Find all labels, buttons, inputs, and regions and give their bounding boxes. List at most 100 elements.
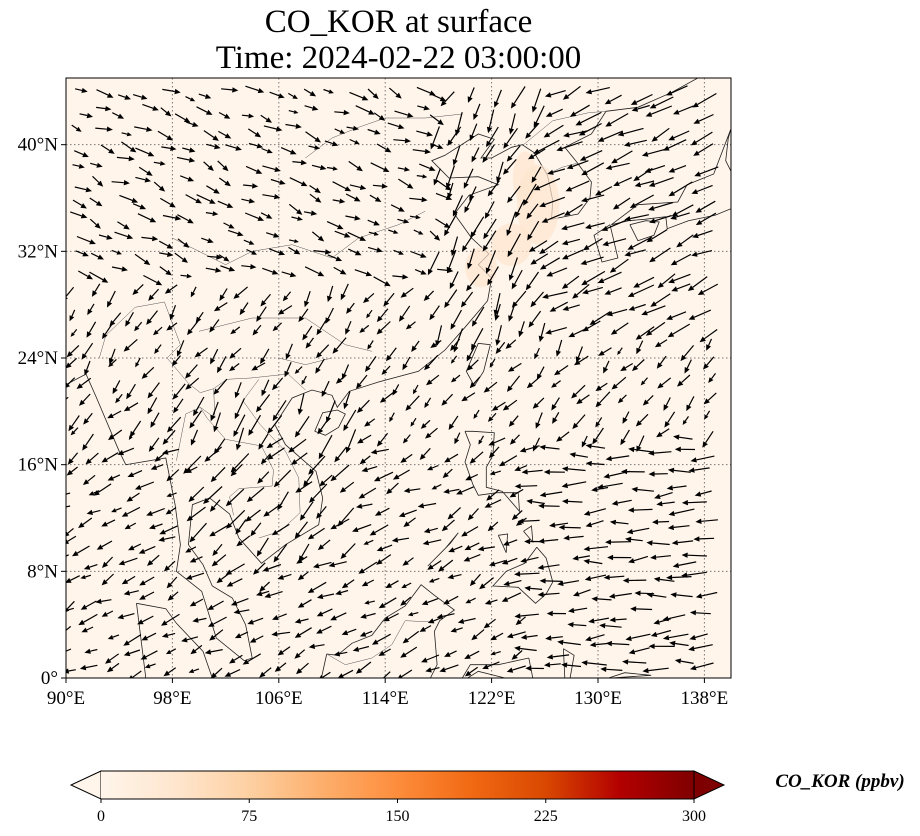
wind-arrow-head — [337, 673, 344, 678]
wind-arrow-head — [355, 668, 363, 674]
wind-arrow-shaft — [231, 578, 243, 585]
wind-arrow-shaft — [525, 445, 540, 451]
wind-arrow-head — [386, 354, 392, 362]
wind-arrow-head — [402, 363, 408, 371]
wind-arrow-head — [410, 421, 415, 427]
wind-arrow-shaft — [661, 273, 676, 285]
wind-arrow-shaft — [203, 161, 210, 168]
wind-arrow-head — [555, 350, 561, 357]
wind-arrow-shaft — [527, 469, 543, 473]
wind-arrow-shaft — [615, 150, 633, 161]
wind-arrow-head — [508, 315, 514, 322]
wind-arrow-head — [273, 232, 280, 238]
wind-arrow-shaft — [546, 212, 565, 221]
wind-arrow-shaft — [197, 617, 207, 621]
wind-arrow-shaft — [344, 481, 355, 490]
wind-arrow-shaft — [427, 354, 439, 367]
wind-arrow-shaft — [97, 483, 112, 493]
wind-arrow-head — [444, 457, 451, 463]
wind-arrow-head — [339, 129, 346, 134]
wind-arrow-shaft — [469, 542, 480, 548]
wind-arrow-shaft — [212, 401, 219, 416]
wind-arrow-shaft — [150, 382, 160, 395]
wind-arrow-head — [339, 487, 347, 493]
wind-arrow-head — [215, 267, 222, 273]
wind-arrow-head — [405, 324, 412, 330]
wind-arrow-shaft — [617, 499, 632, 504]
wind-arrow-shaft — [291, 216, 298, 220]
wind-arrow-shaft — [191, 506, 206, 519]
wind-arrow-shaft — [229, 509, 246, 526]
wind-arrow-shaft — [144, 545, 156, 552]
wind-arrow-head — [373, 476, 381, 482]
wind-arrow-head — [105, 658, 112, 664]
wind-arrow-head — [271, 269, 279, 275]
wind-arrow-head — [663, 145, 670, 151]
wind-arrow-head — [213, 425, 219, 433]
wind-arrow-head — [368, 109, 375, 115]
wind-arrow-head — [674, 658, 682, 664]
wind-arrow-shaft — [285, 291, 292, 298]
wind-arrow-head — [539, 444, 546, 450]
wind-arrow-head — [167, 251, 174, 257]
wind-arrow-shaft — [677, 540, 694, 544]
wind-arrow-shaft — [216, 378, 228, 391]
wind-arrow-head — [657, 382, 664, 389]
wind-arrow-head — [161, 632, 169, 638]
wind-arrow-head — [591, 486, 598, 492]
wind-arrow-shaft — [142, 103, 154, 109]
wind-arrow-head — [183, 467, 190, 474]
wind-arrow-head — [335, 377, 343, 384]
wind-arrow-shaft — [303, 375, 307, 382]
wind-arrow-head — [81, 627, 88, 633]
wind-arrow-head — [627, 244, 634, 250]
wind-arrow-head — [226, 522, 233, 529]
wind-arrow-shaft — [389, 87, 398, 96]
wind-arrow-head — [670, 260, 678, 266]
wind-arrow-shaft — [602, 271, 622, 282]
wind-arrow-head — [272, 615, 279, 620]
wind-arrow-head — [359, 631, 367, 637]
wind-arrow-shaft — [268, 248, 280, 254]
wind-arrow-head — [260, 357, 266, 365]
wind-arrow-head — [229, 365, 236, 372]
wind-arrow-head — [261, 389, 267, 397]
wind-arrow-head — [514, 571, 521, 577]
wind-arrow-head — [317, 427, 324, 435]
wind-arrow-shaft — [416, 175, 423, 177]
wind-arrow-head — [469, 194, 475, 201]
wind-arrow-shaft — [282, 573, 292, 578]
wind-arrow-shaft — [509, 233, 521, 253]
wind-arrow-shaft — [185, 96, 192, 100]
wind-arrow-head — [264, 592, 271, 598]
wind-arrow-head — [78, 522, 85, 528]
wind-arrow-shaft — [367, 88, 375, 96]
wind-arrow-head — [561, 662, 568, 668]
wind-arrow-shaft — [429, 527, 438, 532]
wind-arrow-shaft — [393, 139, 406, 142]
wind-arrow-head — [256, 550, 263, 557]
wind-arrow-shaft — [194, 644, 203, 652]
wind-arrow-head — [539, 202, 546, 208]
wind-arrow-head — [361, 95, 369, 101]
wind-arrow-head — [107, 413, 114, 419]
wind-arrow-shaft — [142, 615, 154, 623]
wind-arrow-head — [681, 500, 688, 506]
border-line — [198, 317, 372, 352]
wind-arrow-head — [304, 300, 310, 308]
wind-arrow-shaft — [383, 648, 391, 654]
wind-arrow-head — [581, 279, 588, 286]
wind-arrow-head — [602, 240, 609, 247]
wind-arrow-shaft — [544, 196, 566, 206]
wind-arrow-head — [461, 245, 468, 252]
wind-arrow-shaft — [696, 184, 713, 193]
wind-arrow-head — [666, 574, 673, 581]
wind-arrow-head — [448, 547, 455, 553]
wind-arrow-shaft — [621, 394, 627, 400]
wind-arrow-shaft — [602, 482, 623, 488]
wind-arrow-head — [277, 574, 284, 580]
wind-arrow-shaft — [345, 409, 357, 427]
wind-arrow-shaft — [615, 376, 627, 387]
wind-arrow-head — [503, 540, 510, 546]
wind-arrow-head — [149, 524, 156, 530]
